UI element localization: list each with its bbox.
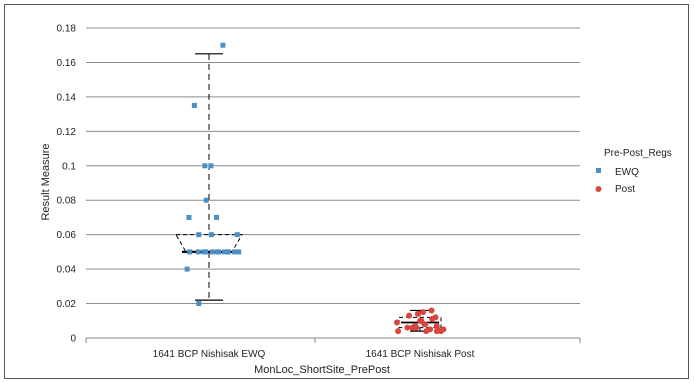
data-point-post: [420, 309, 427, 316]
y-tick-label: 0.04: [57, 265, 77, 276]
data-point-ewq: [222, 249, 228, 255]
data-point-ewq: [208, 232, 214, 238]
data-point-ewq: [236, 249, 242, 255]
data-point-ewq: [196, 232, 202, 238]
y-tick-label: 0.08: [57, 196, 77, 207]
data-point-post: [437, 328, 444, 335]
data-point-post: [393, 319, 400, 326]
x-tick-label: 1641 BCP Nishisak Post: [366, 349, 475, 360]
data-point-post: [422, 321, 429, 328]
figure-frame: [4, 4, 689, 379]
data-point-ewq: [225, 249, 231, 255]
data-point-ewq: [201, 249, 207, 255]
box-body: [175, 234, 243, 253]
data-points: [184, 42, 447, 335]
y-tick-label: 0.14: [57, 92, 77, 103]
y-axis-title: Result Measure: [40, 143, 52, 220]
data-point-ewq: [184, 266, 190, 272]
grid-lines: [85, 27, 581, 343]
y-tick-label: 0.16: [57, 58, 77, 69]
legend-marker-post: [595, 186, 602, 192]
data-point-ewq: [234, 232, 240, 238]
data-point-post: [428, 307, 435, 314]
data-point-post: [414, 310, 421, 317]
y-tick-label: 0.02: [57, 299, 77, 310]
data-point-ewq: [232, 249, 238, 255]
legend-marker-ewq: [596, 168, 601, 173]
y-tick-label: 0.1: [62, 161, 76, 172]
data-point-ewq: [216, 249, 222, 255]
data-point-ewq: [202, 163, 208, 169]
data-point-ewq: [186, 214, 192, 220]
data-point-post: [429, 316, 436, 323]
y-tick-label: 0.18: [57, 24, 77, 35]
data-point-post: [395, 328, 402, 335]
data-point-post: [406, 312, 413, 319]
data-point-post: [423, 328, 430, 335]
legend-label-post: Post: [615, 184, 635, 195]
x-axis-title: MonLoc_ShortSite_PrePost: [254, 364, 390, 376]
data-point-ewq: [203, 197, 209, 203]
x-tick-labels: 1641 BCP Nishisak EWQ 1641 BCP Nishisak P…: [153, 349, 475, 360]
data-point-ewq: [209, 249, 215, 255]
data-point-ewq: [214, 214, 220, 220]
data-point-ewq: [191, 103, 197, 108]
legend-title: Pre-Post_Regs: [604, 148, 672, 159]
data-point-ewq: [220, 42, 226, 48]
data-point-ewq: [208, 163, 214, 169]
box-whisker-layer: [175, 53, 442, 332]
data-point-ewq: [196, 301, 202, 307]
data-point-ewq: [195, 249, 201, 255]
y-tick-label: 0.06: [57, 230, 77, 241]
y-tick-labels: 0 0.02 0.04 0.06 0.08 0.1 0.12 0.14 0.16 0.18: [57, 24, 77, 345]
y-tick-label: 0.12: [57, 127, 77, 138]
data-point-post: [404, 324, 411, 331]
x-tick-label: 1641 BCP Nishisak EWQ: [153, 349, 266, 360]
y-tick-label: 0: [70, 334, 76, 345]
data-point-post: [413, 324, 420, 331]
legend-label-ewq: EWQ: [615, 167, 639, 178]
data-point-ewq: [187, 249, 193, 255]
legend: Pre-Post_Regs EWQ Post: [595, 148, 672, 195]
